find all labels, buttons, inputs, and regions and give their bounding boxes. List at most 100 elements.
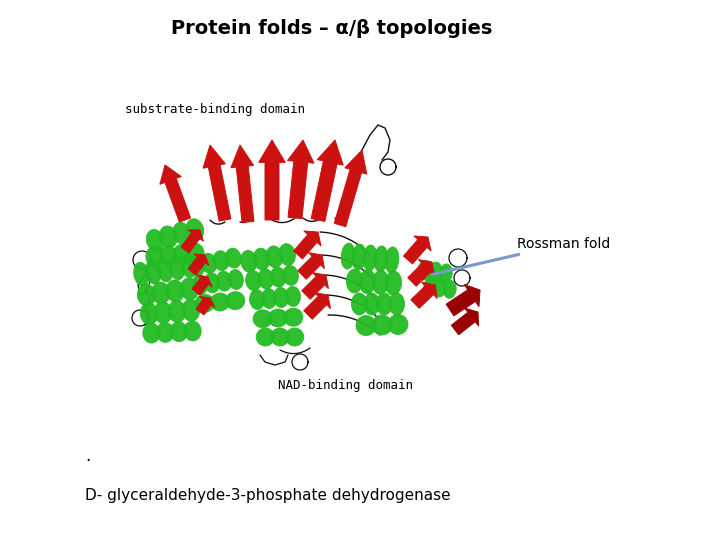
Ellipse shape xyxy=(374,246,388,272)
Ellipse shape xyxy=(258,269,274,289)
Ellipse shape xyxy=(424,278,436,295)
Ellipse shape xyxy=(195,294,215,312)
Ellipse shape xyxy=(253,248,270,270)
Polygon shape xyxy=(181,230,204,253)
Ellipse shape xyxy=(279,244,295,266)
Ellipse shape xyxy=(433,279,446,297)
Ellipse shape xyxy=(225,248,241,268)
Ellipse shape xyxy=(444,280,456,298)
Ellipse shape xyxy=(377,293,392,315)
Ellipse shape xyxy=(170,322,187,342)
Ellipse shape xyxy=(213,251,229,271)
Polygon shape xyxy=(298,253,325,279)
Ellipse shape xyxy=(228,269,243,289)
Polygon shape xyxy=(334,150,366,227)
Ellipse shape xyxy=(356,315,376,335)
Ellipse shape xyxy=(169,256,184,280)
Ellipse shape xyxy=(286,328,304,346)
Text: D- glyceraldehyde-3-phosphate dehydrogenase: D- glyceraldehyde-3-phosphate dehydrogen… xyxy=(85,488,451,503)
Ellipse shape xyxy=(270,267,286,287)
Polygon shape xyxy=(411,282,437,308)
Ellipse shape xyxy=(372,271,389,294)
Ellipse shape xyxy=(438,264,452,284)
Ellipse shape xyxy=(138,284,156,306)
Polygon shape xyxy=(188,254,209,275)
Ellipse shape xyxy=(143,323,160,343)
Ellipse shape xyxy=(253,310,272,328)
Ellipse shape xyxy=(181,278,199,300)
Text: Rossman fold: Rossman fold xyxy=(433,237,611,274)
Ellipse shape xyxy=(269,309,287,327)
Ellipse shape xyxy=(181,254,197,278)
Ellipse shape xyxy=(364,293,379,315)
Ellipse shape xyxy=(246,271,261,291)
Ellipse shape xyxy=(158,258,173,282)
Ellipse shape xyxy=(140,303,158,325)
Ellipse shape xyxy=(372,315,392,335)
Polygon shape xyxy=(287,140,314,219)
Ellipse shape xyxy=(359,269,376,294)
Ellipse shape xyxy=(173,222,190,244)
Polygon shape xyxy=(258,140,285,220)
Ellipse shape xyxy=(152,282,170,304)
Ellipse shape xyxy=(201,253,217,273)
Ellipse shape xyxy=(217,271,232,291)
Polygon shape xyxy=(446,285,480,316)
Ellipse shape xyxy=(225,292,245,309)
Polygon shape xyxy=(294,231,321,259)
Ellipse shape xyxy=(284,308,303,326)
Polygon shape xyxy=(451,308,479,335)
Polygon shape xyxy=(304,293,330,319)
Ellipse shape xyxy=(389,293,405,315)
Ellipse shape xyxy=(184,321,201,341)
Ellipse shape xyxy=(160,226,177,248)
Ellipse shape xyxy=(189,256,204,276)
Ellipse shape xyxy=(186,219,204,240)
Ellipse shape xyxy=(240,251,257,272)
Ellipse shape xyxy=(352,244,366,270)
Ellipse shape xyxy=(274,287,289,307)
Polygon shape xyxy=(408,260,434,286)
Polygon shape xyxy=(203,145,231,221)
Polygon shape xyxy=(231,145,254,222)
Ellipse shape xyxy=(283,266,298,285)
Ellipse shape xyxy=(250,289,264,309)
Ellipse shape xyxy=(266,246,283,268)
Ellipse shape xyxy=(341,243,355,269)
Ellipse shape xyxy=(418,260,431,280)
Polygon shape xyxy=(160,165,191,222)
Ellipse shape xyxy=(210,293,230,311)
Polygon shape xyxy=(403,236,431,264)
Ellipse shape xyxy=(146,230,164,251)
Polygon shape xyxy=(302,273,328,299)
Polygon shape xyxy=(196,296,215,315)
Text: Protein folds – α/β topologies: Protein folds – α/β topologies xyxy=(171,19,492,38)
Ellipse shape xyxy=(146,247,163,267)
Ellipse shape xyxy=(154,302,172,323)
Ellipse shape xyxy=(145,260,161,284)
Ellipse shape xyxy=(261,288,276,308)
Ellipse shape xyxy=(193,274,208,294)
Ellipse shape xyxy=(166,280,184,302)
Ellipse shape xyxy=(160,246,176,266)
Ellipse shape xyxy=(256,328,274,346)
Ellipse shape xyxy=(168,300,186,322)
Ellipse shape xyxy=(204,273,220,293)
Ellipse shape xyxy=(182,299,199,321)
Ellipse shape xyxy=(351,293,367,315)
Ellipse shape xyxy=(187,243,204,263)
Ellipse shape xyxy=(363,245,377,271)
Text: NAD-binding domain: NAD-binding domain xyxy=(277,379,413,392)
Ellipse shape xyxy=(428,262,442,282)
Ellipse shape xyxy=(134,262,149,286)
Ellipse shape xyxy=(156,322,174,342)
Ellipse shape xyxy=(385,271,402,295)
Ellipse shape xyxy=(271,328,289,346)
Ellipse shape xyxy=(174,245,191,265)
Text: .: . xyxy=(85,447,90,465)
Ellipse shape xyxy=(385,247,399,273)
Polygon shape xyxy=(311,140,343,221)
Ellipse shape xyxy=(346,269,363,293)
Ellipse shape xyxy=(388,314,408,334)
Ellipse shape xyxy=(285,286,300,306)
